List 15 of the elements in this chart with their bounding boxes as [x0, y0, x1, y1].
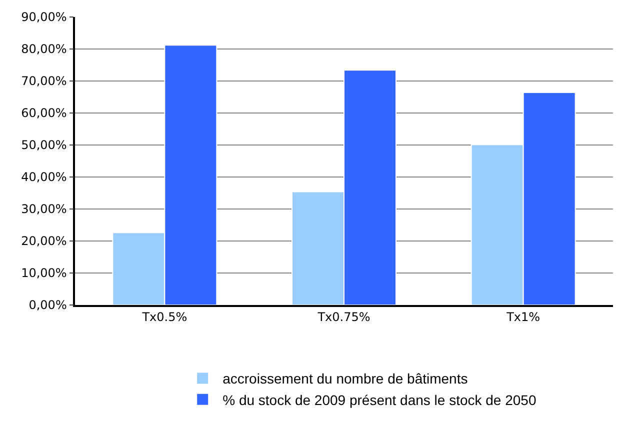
y-tick-label: 70,00% — [21, 74, 67, 88]
legend-label: % du stock de 2009 présent dans le stock de 2050 — [222, 392, 536, 408]
y-tick-label: 90,00% — [21, 10, 67, 24]
y-tick-label: 0,00% — [28, 298, 67, 312]
legend-label: accroissement du nombre de bâtiments — [222, 370, 468, 387]
x-tick-label: Tx0.5% — [141, 310, 188, 324]
x-tick-label: Tx0.75% — [316, 310, 370, 324]
y-tick-label: 40,00% — [21, 170, 67, 184]
y-tick-label: 60,00% — [21, 106, 67, 120]
y-tick-label: 10,00% — [21, 266, 67, 280]
y-tick-label: 50,00% — [21, 138, 67, 152]
y-tick-label: 20,00% — [21, 234, 67, 248]
y-tick-label: 30,00% — [21, 202, 67, 216]
x-tick-label: Tx1% — [506, 310, 540, 324]
y-tick-label: 80,00% — [21, 42, 67, 56]
